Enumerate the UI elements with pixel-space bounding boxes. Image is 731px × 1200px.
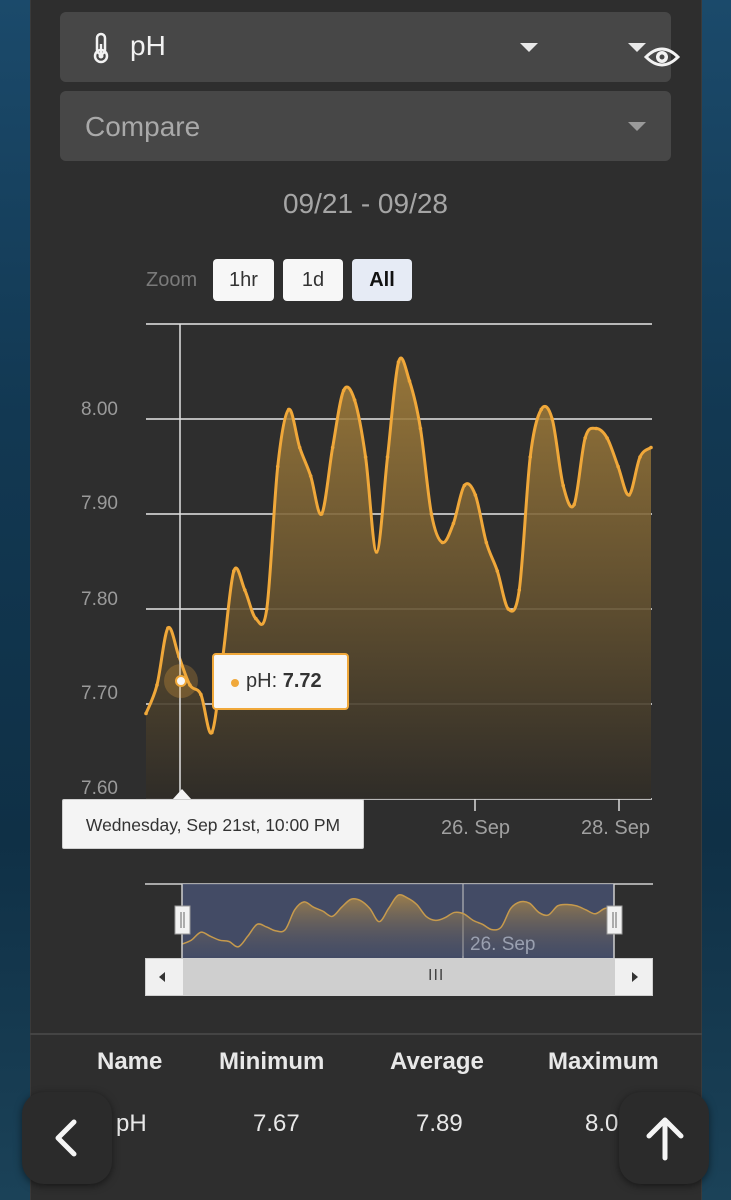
back-button[interactable]: [22, 1092, 112, 1184]
data-point: [210, 730, 214, 735]
arrow-up-icon: [643, 1114, 687, 1167]
y-tick-label: 8.00: [81, 399, 118, 420]
scroll-to-top-button[interactable]: [619, 1092, 709, 1184]
scroll-left-icon[interactable]: [159, 972, 165, 982]
date-range: 09/21 - 09/28: [282, 188, 449, 219]
data-point: [341, 388, 346, 393]
data-point: [253, 616, 258, 621]
data-point: [583, 436, 587, 440]
metric-select[interactable]: pH: [60, 12, 681, 82]
chevron-left-icon: [50, 1118, 80, 1163]
zoom-all-button[interactable]: All: [352, 259, 412, 301]
data-point: [495, 569, 500, 573]
data-point: [605, 436, 609, 440]
stats-cell-name: pH: [116, 1110, 147, 1137]
chevron-down-icon[interactable]: [520, 43, 538, 52]
tooltip-series: pH: [246, 670, 272, 692]
data-point: [528, 455, 533, 459]
stats-cell-average: 7.89: [416, 1110, 463, 1137]
data-point: [286, 407, 291, 412]
y-tick-label: 7.80: [81, 589, 118, 610]
data-point: [374, 550, 379, 554]
data-point: [484, 540, 489, 545]
zoom-1hr-button[interactable]: 1hr: [213, 259, 274, 301]
x-tick-label: 26. Sep: [441, 817, 510, 839]
crosshair-label-pointer: [172, 789, 192, 800]
data-tooltip: pH: 7.72: [212, 653, 349, 710]
stats-header-name: Name: [97, 1048, 163, 1075]
stats-divider: [30, 1033, 702, 1035]
tooltip-value: 7.72: [282, 670, 322, 692]
data-point: [649, 445, 653, 450]
y-tick-label: 7.60: [81, 778, 118, 799]
data-point: [594, 426, 598, 431]
data-point: [539, 407, 544, 412]
data-point: [352, 398, 357, 402]
data-point: [638, 455, 642, 459]
navigator-area: [182, 894, 614, 956]
stats-header-average: Average: [390, 1048, 484, 1075]
navigator-line: [181, 893, 615, 948]
x-tick-label: 28. Sep: [581, 817, 650, 839]
data-point: [243, 588, 247, 592]
data-point: [418, 426, 423, 431]
data-point: [627, 493, 631, 497]
ph-area-fill: [146, 358, 651, 799]
data-point: [440, 540, 445, 545]
data-point: [363, 455, 368, 459]
crosshair-date-label: Wednesday, Sep 21st, 10:00 PM: [62, 799, 364, 849]
visibility-dropdown-icon[interactable]: [628, 43, 646, 52]
data-point: [199, 692, 203, 697]
navigator-tick-label: 26. Sep: [470, 934, 536, 955]
series-color-dot: [231, 679, 239, 687]
data-point: [550, 417, 554, 421]
zoom-1d-button[interactable]: 1d: [283, 259, 343, 301]
data-point: [144, 711, 148, 716]
scroll-right-icon[interactable]: [632, 972, 638, 982]
navigator-right-handle[interactable]: [606, 905, 623, 935]
stats-cell-minimum: 7.67: [253, 1110, 300, 1137]
thermometer-icon: [90, 32, 112, 69]
compare-select[interactable]: Compare: [60, 91, 671, 161]
data-point: [506, 607, 511, 611]
chevron-down-icon[interactable]: [628, 122, 646, 131]
y-tick-label: 7.90: [81, 493, 118, 514]
compare-placeholder: Compare: [85, 111, 201, 142]
data-point: [264, 607, 269, 611]
data-point: [385, 455, 390, 459]
data-point: [308, 474, 313, 478]
data-point: [155, 683, 159, 687]
data-point: [517, 588, 522, 592]
data-point: [319, 512, 324, 516]
data-point: [275, 464, 280, 469]
data-point: [462, 483, 467, 488]
data-point: [451, 521, 456, 526]
data-point: [616, 464, 620, 469]
eye-icon[interactable]: [643, 45, 681, 74]
zoom-label: Zoom: [146, 269, 198, 291]
chart-scrollbar[interactable]: III: [145, 958, 653, 996]
scrollbar-grip: III: [428, 967, 445, 984]
data-point: [166, 626, 170, 630]
scrollbar-thumb[interactable]: III: [183, 959, 615, 995]
navigator-left-handle[interactable]: [174, 905, 191, 935]
data-point: [429, 512, 434, 516]
data-point: [232, 569, 236, 573]
data-point: [188, 683, 192, 687]
data-point: [473, 493, 478, 497]
data-point: [572, 502, 576, 507]
stats-header-minimum: Minimum: [219, 1048, 325, 1075]
hover-point: [175, 675, 187, 687]
metric-select-label: pH: [130, 30, 166, 61]
data-point: [561, 483, 565, 488]
y-tick-label: 7.70: [81, 683, 118, 704]
data-point: [396, 360, 401, 364]
data-point: [330, 445, 335, 450]
data-point: [407, 379, 412, 383]
stats-header-maximum: Maximum: [548, 1048, 659, 1075]
data-point: [297, 445, 302, 450]
